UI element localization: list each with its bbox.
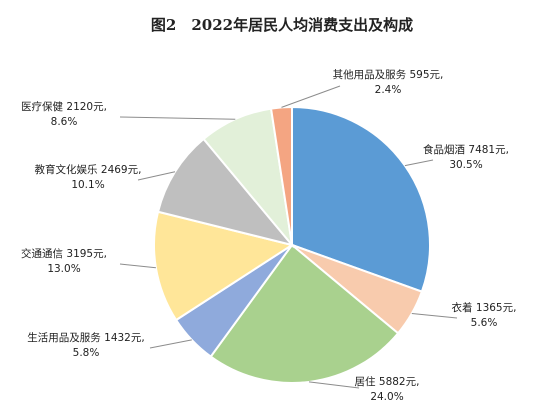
pie-slice-5 [156,137,295,247]
slice-label-pct-1: 5.6% [471,317,498,329]
slice-label-2: 居住 5882元, 24.0% [355,375,420,403]
slice-label-pct-2: 24.0% [370,391,403,403]
slice-label-name-5: 教育文化娱乐 2469元, [35,163,142,176]
slice-label-4: 交通通信 3195元, 13.0% [21,247,107,275]
slice-label-pct-3: 5.8% [73,347,100,359]
slice-label-5: 教育文化娱乐 2469元, 10.1% [35,163,142,191]
pie-slice-0 [291,105,431,293]
slice-label-name-1: 衣着 1365元, [452,301,517,314]
leader-line-3 [149,339,192,349]
leader-line-1 [411,313,458,319]
slice-label-pct-5: 10.1% [71,179,104,191]
slice-label-name-7: 其他用品及服务 595元, [333,68,444,81]
slice-label-name-4: 交通通信 3195元, [21,247,107,260]
leader-line-7 [281,85,341,108]
leader-line-0 [404,159,434,167]
slice-label-pct-0: 30.5% [449,159,482,171]
leader-line-5 [137,171,176,181]
leader-line-4 [119,263,156,269]
slice-label-6: 医疗保健 2120元, 8.6% [21,100,107,128]
slice-label-3: 生活用品及服务 1432元, 5.8% [27,331,144,359]
leader-line-6 [119,116,236,120]
slice-label-7: 其他用品及服务 595元, 2.4% [333,68,444,96]
slice-label-name-2: 居住 5882元, [355,375,420,388]
slice-label-name-0: 食品烟酒 7481元, [423,143,509,156]
slice-label-name-3: 生活用品及服务 1432元, [27,331,144,344]
pie-slice-7 [269,105,293,246]
leader-line-2 [308,381,360,389]
slice-label-pct-7: 2.4% [375,84,402,96]
slice-label-1: 衣着 1365元, 5.6% [452,301,517,329]
slice-label-pct-4: 13.0% [47,263,80,275]
slice-label-0: 食品烟酒 7481元, 30.5% [423,143,509,171]
slice-label-pct-6: 8.6% [51,116,78,128]
chart-title: 图2 2022年居民人均消费支出及构成 [151,16,413,34]
slice-label-name-6: 医疗保健 2120元, [21,100,107,113]
